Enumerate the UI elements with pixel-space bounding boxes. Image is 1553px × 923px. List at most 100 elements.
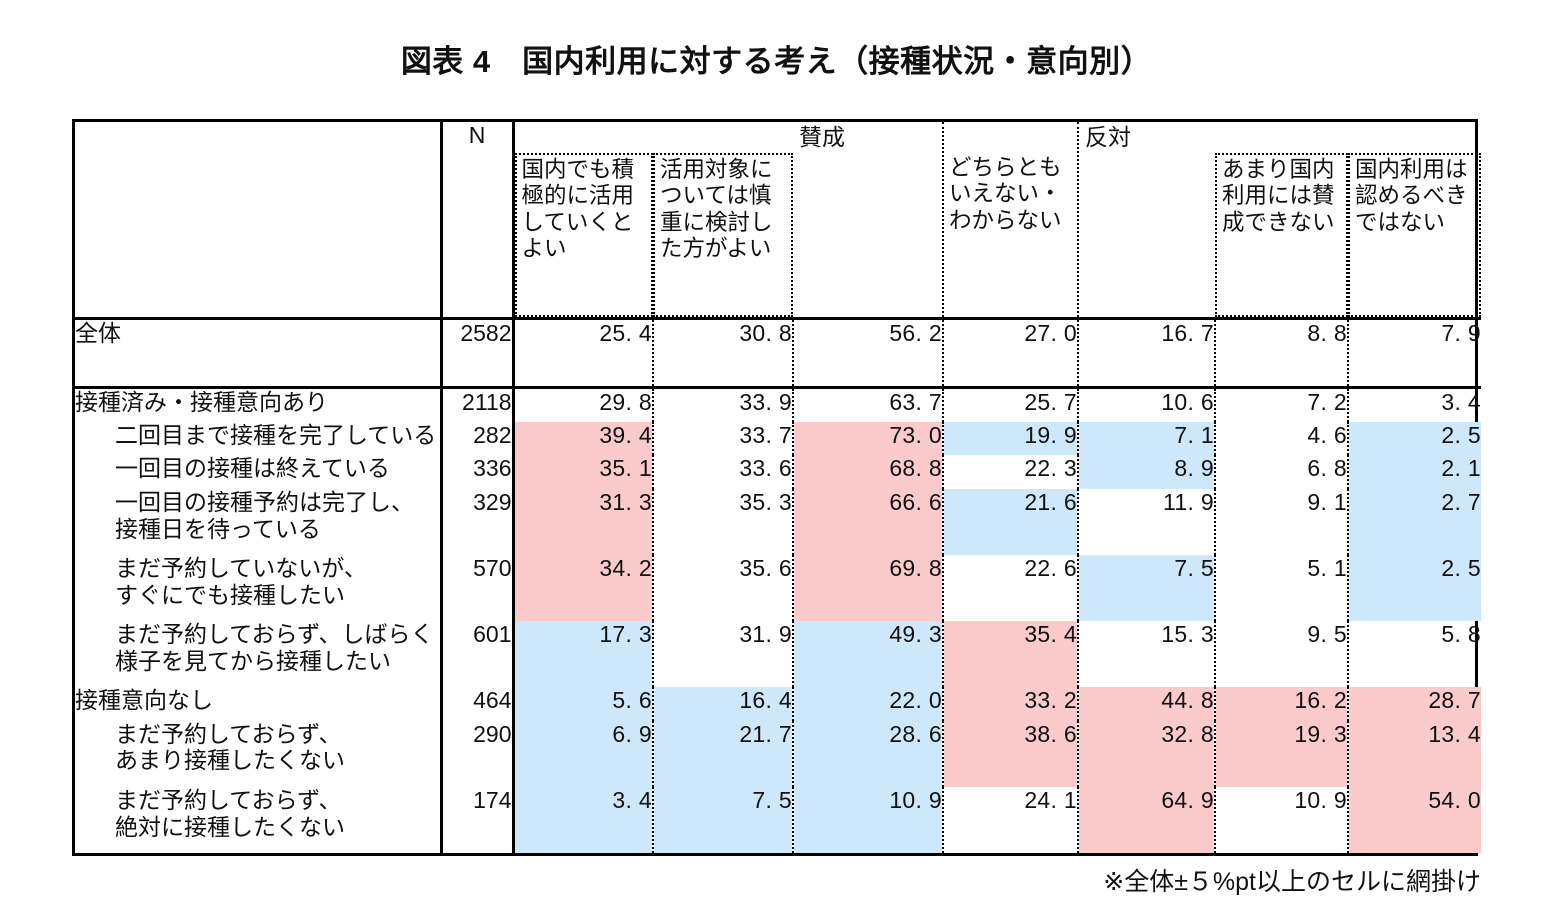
cell-agree-opt1: 6. 9 xyxy=(513,720,653,787)
cell-neither: 22. 3 xyxy=(943,455,1079,489)
data-table: N 国内でも積極的に活用していくとよい 活用対象については慎重に検討した方がよい… xyxy=(75,122,1481,853)
cell-disagree-total: 7. 5 xyxy=(1078,554,1215,622)
cell-agree-total: 69. 8 xyxy=(792,554,944,622)
row-n: 2582 xyxy=(439,318,515,389)
cell-disagree-total: 32. 8 xyxy=(1078,720,1215,787)
header-disagree-opt1: あまり国内利用には賛成できない xyxy=(1215,122,1348,320)
cell-agree-opt2: 33. 7 xyxy=(652,422,793,456)
cell-disagree-total: 7. 1 xyxy=(1078,422,1215,456)
cell-neither: 35. 4 xyxy=(943,621,1079,688)
row-n: 336 xyxy=(439,455,515,489)
row-label: 接種意向なし xyxy=(75,687,213,714)
header-disagree-opt2-label: 国内利用は認めるべきではない xyxy=(1355,157,1468,235)
cell-agree-opt2: 33. 6 xyxy=(652,455,793,489)
cell-agree-opt1: 5. 6 xyxy=(513,687,653,721)
cell-disagree-opt1: 8. 8 xyxy=(1214,318,1348,389)
table-row: 一回目の接種予約は完了し、 接種日を待っている 329 31. 3 35. 3 66. … xyxy=(75,488,1481,555)
row-label: 二回目まで接種を完了している xyxy=(115,422,437,449)
cell-agree-total: 66. 6 xyxy=(792,488,944,555)
table-footnote: ※全体±５%pt以上のセルに網掛け xyxy=(1103,868,1481,896)
cell-neither: 22. 6 xyxy=(943,554,1079,622)
header-agree-opt2: 活用対象については慎重に検討した方がよい xyxy=(653,122,793,320)
header-agree-opt2-box: 活用対象については慎重に検討した方がよい xyxy=(653,153,793,317)
cell-neither: 25. 7 xyxy=(943,387,1079,423)
table-row: まだ予約しておらず、しばらく 様子を見てから接種したい 601 17. 3 31. 9… xyxy=(75,621,1481,688)
cell-agree-opt2: 21. 7 xyxy=(652,720,793,787)
cell-disagree-opt1: 19. 3 xyxy=(1214,720,1348,787)
cell-agree-opt1: 35. 1 xyxy=(513,455,653,489)
row-label: 一回目の接種予約は完了し、 接種日を待っている xyxy=(115,488,414,542)
cell-agree-opt2: 35. 6 xyxy=(652,554,793,622)
cell-disagree-opt1: 9. 1 xyxy=(1214,488,1348,555)
cell-disagree-opt1: 16. 2 xyxy=(1214,687,1348,721)
header-disagree-opt1-label: あまり国内利用には賛成できない xyxy=(1222,157,1335,235)
cell-agree-total: 28. 6 xyxy=(792,720,944,787)
header-disagree-group-label: 反対 xyxy=(1085,124,1131,150)
header-neither: どちらともいえない・わからない xyxy=(943,122,1079,320)
cell-neither: 38. 6 xyxy=(943,720,1079,787)
cell-agree-total: 68. 8 xyxy=(792,455,944,489)
cell-disagree-opt1: 7. 2 xyxy=(1214,387,1348,423)
header-agree-opt1-label: 国内でも積極的に活用していくとよい xyxy=(521,157,635,261)
cell-disagree-total: 44. 8 xyxy=(1078,687,1215,721)
row-label: 全体 xyxy=(75,318,441,389)
table-row: まだ予約しておらず、 絶対に接種したくない 174 3. 4 7. 5 10. 9 24.… xyxy=(75,786,1481,853)
cell-disagree-total: 64. 9 xyxy=(1078,786,1215,853)
data-table-frame: N 国内でも積極的に活用していくとよい 活用対象については慎重に検討した方がよい… xyxy=(72,119,1481,856)
header-n: N xyxy=(439,122,515,320)
row-n: 601 xyxy=(439,621,515,688)
table-header-row: N 国内でも積極的に活用していくとよい 活用対象については慎重に検討した方がよい… xyxy=(75,122,1481,320)
row-n: 174 xyxy=(439,786,515,853)
cell-disagree-opt2: 5. 8 xyxy=(1347,621,1481,688)
cell-agree-total: 49. 3 xyxy=(792,621,944,688)
cell-disagree-opt1: 6. 8 xyxy=(1214,455,1348,489)
cell-disagree-opt1: 9. 5 xyxy=(1214,621,1348,688)
cell-neither: 33. 2 xyxy=(943,687,1079,721)
cell-agree-total: 56. 2 xyxy=(792,318,944,389)
cell-disagree-opt2: 3. 4 xyxy=(1347,387,1481,423)
cell-agree-opt2: 35. 3 xyxy=(652,488,793,555)
cell-agree-opt2: 7. 5 xyxy=(652,786,793,853)
header-disagree-total: 反対 xyxy=(1078,122,1215,320)
row-label: まだ予約していないが、 すぐにでも接種したい xyxy=(115,554,367,608)
cell-neither: 19. 9 xyxy=(943,422,1079,456)
header-agree-group-label: 賛成 xyxy=(799,124,845,150)
cell-disagree-opt1: 4. 6 xyxy=(1214,422,1348,456)
row-n: 282 xyxy=(439,422,515,456)
row-label: 接種済み・接種意向あり xyxy=(75,388,328,415)
row-label: まだ予約しておらず、 絶対に接種したくない xyxy=(115,786,345,840)
figure-title: 図表 4 国内利用に対する考え（接種状況・意向別） xyxy=(400,44,1153,79)
cell-disagree-opt1: 5. 1 xyxy=(1214,554,1348,622)
row-n: 290 xyxy=(439,720,515,787)
table-row-total: 全体 2582 25. 4 30. 8 56. 2 27. 0 16. 7 8.… xyxy=(75,318,1481,389)
header-agree-opt2-label: 活用対象については慎重に検討した方がよい xyxy=(660,157,773,261)
cell-agree-opt1: 3. 4 xyxy=(513,786,653,853)
cell-disagree-opt2: 2. 7 xyxy=(1347,488,1481,555)
cell-agree-opt1: 39. 4 xyxy=(513,422,653,456)
cell-agree-opt1: 31. 3 xyxy=(513,488,653,555)
cell-agree-opt2: 30. 8 xyxy=(652,318,793,389)
cell-agree-opt2: 31. 9 xyxy=(652,621,793,688)
table-row: まだ予約しておらず、 あまり接種したくない 290 6. 9 21. 7 28. 6 38… xyxy=(75,720,1481,787)
cell-agree-total: 63. 7 xyxy=(792,387,944,423)
cell-agree-opt1: 25. 4 xyxy=(513,318,653,389)
cell-disagree-total: 10. 6 xyxy=(1161,388,1214,415)
header-disagree-opt2-box: 国内利用は認めるべきではない xyxy=(1348,153,1481,317)
header-disagree-opt1-box: あまり国内利用には賛成できない xyxy=(1215,153,1348,317)
header-disagree-opt2: 国内利用は認めるべきではない xyxy=(1348,122,1481,320)
header-agree-opt1-box: 国内でも積極的に活用していくとよい xyxy=(514,153,653,317)
cell-disagree-total: 11. 9 xyxy=(1163,488,1214,515)
cell-agree-opt2: 33. 9 xyxy=(652,387,793,423)
table-body: 接種済み・接種意向あり 2118 29. 8 33. 9 63. 7 25. 7 10. 6… xyxy=(75,387,1481,853)
cell-disagree-opt2: 54. 0 xyxy=(1347,786,1481,853)
header-agree-total: 賛成 xyxy=(793,122,944,320)
table-row: 接種意向なし 464 5. 6 16. 4 22. 0 33. 2 44. 8 16. 2 28… xyxy=(75,687,1481,721)
row-n: 2118 xyxy=(439,387,515,423)
header-neither-box: どちらともいえない・わからない xyxy=(944,153,1077,317)
row-n: 570 xyxy=(439,554,515,622)
cell-disagree-total: 16. 7 xyxy=(1078,318,1215,389)
cell-agree-opt1: 29. 8 xyxy=(599,388,652,415)
cell-neither: 21. 6 xyxy=(943,488,1079,555)
cell-agree-total: 22. 0 xyxy=(792,687,944,721)
